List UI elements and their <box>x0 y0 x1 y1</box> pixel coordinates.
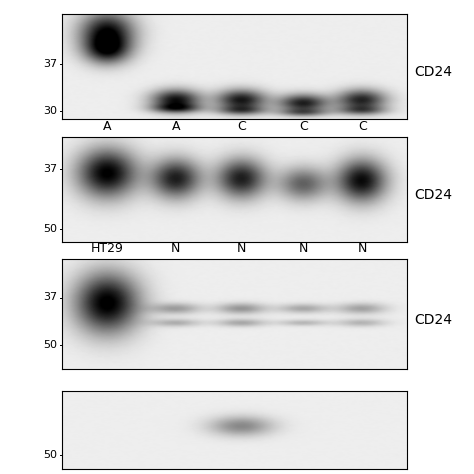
Text: CD24: CD24 <box>414 312 452 327</box>
Text: 50: 50 <box>43 340 57 350</box>
Text: C: C <box>237 120 246 133</box>
Text: N: N <box>299 242 308 255</box>
Text: 37: 37 <box>43 59 57 69</box>
Text: N: N <box>237 242 246 255</box>
Text: A: A <box>102 120 111 133</box>
Text: C: C <box>299 120 308 133</box>
Text: 37: 37 <box>43 164 57 173</box>
Text: CD24: CD24 <box>414 188 452 202</box>
Text: 50: 50 <box>43 224 57 235</box>
Text: 30: 30 <box>43 106 57 116</box>
Text: 37: 37 <box>43 292 57 302</box>
Text: CD24: CD24 <box>414 65 452 79</box>
Text: 50: 50 <box>43 450 57 460</box>
Text: HT29: HT29 <box>91 242 123 255</box>
Text: N: N <box>357 242 367 255</box>
Text: A: A <box>172 120 180 133</box>
Text: C: C <box>358 120 366 133</box>
Text: N: N <box>171 242 181 255</box>
